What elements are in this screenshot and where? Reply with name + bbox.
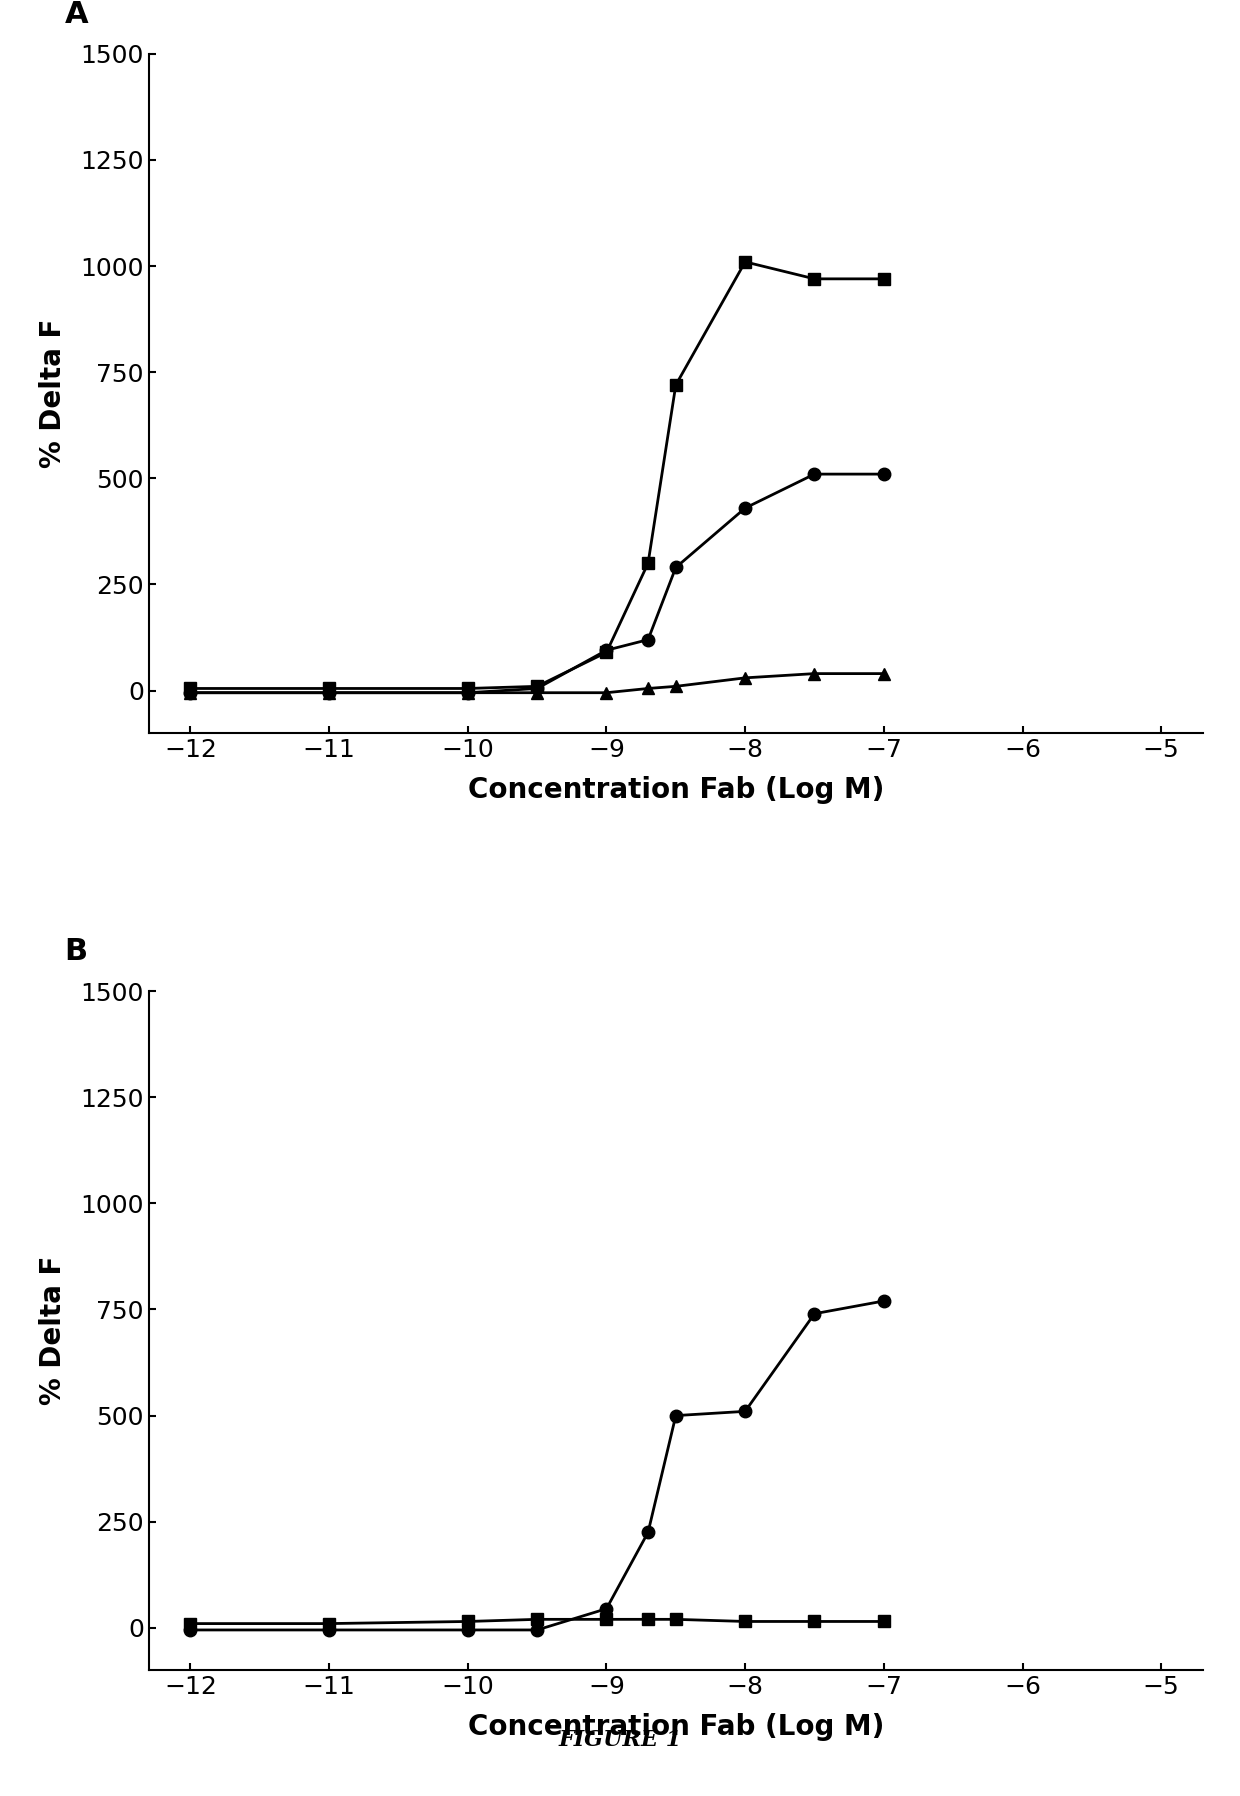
X-axis label: Concentration Fab (Log M): Concentration Fab (Log M)	[467, 776, 884, 805]
Y-axis label: % Delta F: % Delta F	[38, 1255, 67, 1406]
Text: FIGURE 1: FIGURE 1	[558, 1730, 682, 1751]
Text: B: B	[64, 938, 88, 966]
Text: A: A	[64, 0, 88, 29]
X-axis label: Concentration Fab (Log M): Concentration Fab (Log M)	[467, 1713, 884, 1740]
Y-axis label: % Delta F: % Delta F	[38, 318, 67, 469]
